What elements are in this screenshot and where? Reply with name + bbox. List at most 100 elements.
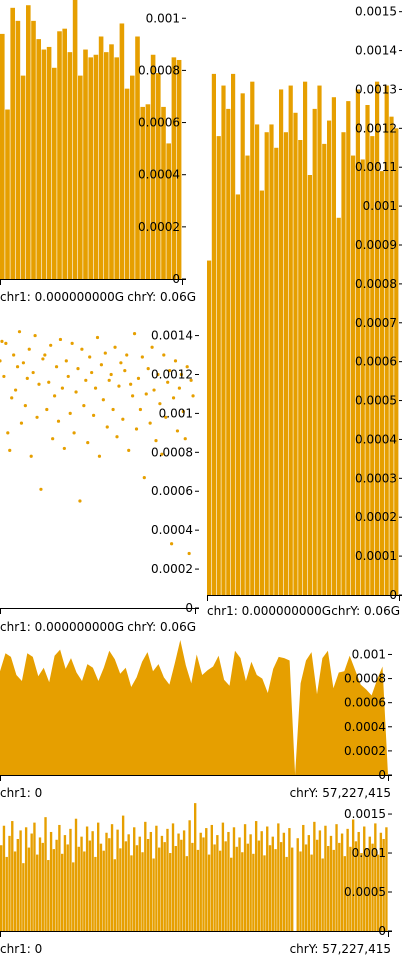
y-tick-label: 0.0004 bbox=[355, 432, 397, 446]
scatter-point bbox=[33, 333, 37, 338]
bar bbox=[279, 842, 283, 931]
scatter-point bbox=[189, 378, 193, 382]
bar bbox=[315, 839, 319, 931]
bar bbox=[291, 847, 294, 931]
bar bbox=[336, 217, 341, 595]
scatter-point bbox=[101, 398, 105, 402]
x-tick-label: chrY: 0.06G bbox=[127, 290, 196, 304]
bar bbox=[63, 835, 67, 931]
bar bbox=[191, 842, 194, 931]
y-tick-label: 0.0006 bbox=[151, 484, 193, 498]
bar bbox=[138, 836, 141, 931]
bar bbox=[38, 837, 42, 931]
bar bbox=[99, 843, 103, 931]
bar bbox=[250, 81, 255, 595]
bar bbox=[124, 88, 130, 279]
bar bbox=[163, 842, 166, 931]
bar bbox=[360, 853, 363, 931]
bar bbox=[346, 828, 349, 931]
y-tick-label: 0.0011 bbox=[355, 160, 397, 174]
x-tick-label: chr1: 0 bbox=[0, 786, 42, 800]
scatter-point bbox=[187, 551, 191, 556]
bar bbox=[264, 132, 269, 595]
bar bbox=[376, 854, 380, 931]
bar bbox=[257, 840, 261, 931]
plot-area bbox=[207, 73, 399, 596]
bar bbox=[327, 120, 332, 596]
bar bbox=[211, 73, 216, 595]
bar bbox=[299, 851, 302, 931]
bar bbox=[2, 825, 6, 931]
x-tick-label: chrY: 0.06G bbox=[331, 604, 400, 618]
scatter-point bbox=[95, 335, 100, 340]
scatter-point bbox=[37, 382, 41, 386]
bar bbox=[11, 821, 14, 931]
bar bbox=[370, 136, 375, 595]
bar bbox=[188, 820, 191, 931]
bar bbox=[141, 852, 144, 931]
bar bbox=[62, 28, 67, 279]
bar bbox=[77, 846, 80, 931]
bar bbox=[8, 835, 11, 931]
bar bbox=[238, 837, 241, 931]
scatter-point bbox=[51, 437, 55, 441]
scatter-point bbox=[136, 376, 141, 380]
bar bbox=[365, 848, 369, 931]
bar bbox=[379, 832, 383, 931]
bar bbox=[60, 853, 64, 931]
bar bbox=[46, 46, 52, 280]
bar bbox=[166, 828, 169, 931]
bar bbox=[171, 57, 177, 279]
bar bbox=[157, 847, 161, 931]
bar bbox=[243, 824, 247, 931]
bar bbox=[119, 848, 122, 931]
y-tick-label: 0.0013 bbox=[355, 82, 397, 96]
bar bbox=[317, 85, 322, 596]
scatter-point bbox=[54, 365, 59, 369]
y-tick-label: 0.0015 bbox=[355, 5, 397, 19]
bar bbox=[205, 828, 208, 931]
bar bbox=[83, 851, 86, 931]
bar bbox=[302, 824, 305, 931]
bar bbox=[252, 853, 255, 931]
plot-area bbox=[0, 0, 182, 280]
scatter-point bbox=[181, 409, 185, 414]
scatter-point bbox=[173, 359, 178, 363]
bar bbox=[130, 855, 133, 931]
bar bbox=[176, 59, 182, 280]
tall-bar-chart: 00.00010.00020.00030.00040.00050.00060.0… bbox=[207, 5, 402, 618]
bar bbox=[15, 20, 21, 280]
bar bbox=[94, 856, 97, 931]
x-tick-label: chrY: 57,227,415 bbox=[290, 942, 391, 956]
bar bbox=[254, 821, 258, 931]
scatter-point bbox=[2, 374, 6, 379]
y-tick-label: 0.0002 bbox=[344, 744, 386, 758]
bar bbox=[285, 856, 288, 931]
bar bbox=[303, 81, 308, 595]
bar bbox=[31, 20, 36, 280]
bar bbox=[41, 842, 44, 931]
bar bbox=[22, 863, 25, 931]
bar bbox=[269, 124, 274, 595]
scatter-point bbox=[60, 386, 64, 390]
scatter-point bbox=[66, 374, 70, 379]
scatter-point bbox=[31, 370, 35, 375]
bar bbox=[145, 104, 151, 279]
bar bbox=[365, 105, 370, 595]
bar bbox=[283, 132, 288, 595]
y-tick-label: 0.0004 bbox=[151, 523, 193, 537]
y-tick-label: 0.0008 bbox=[355, 277, 397, 291]
bar bbox=[16, 838, 19, 931]
bar bbox=[279, 89, 284, 595]
scatter-point bbox=[17, 330, 22, 334]
bar bbox=[13, 851, 17, 931]
scatter-point bbox=[8, 448, 12, 452]
scatter-point bbox=[14, 388, 18, 392]
bar bbox=[88, 57, 93, 279]
scatter-point bbox=[111, 407, 115, 412]
bar bbox=[150, 54, 156, 280]
scatter-point bbox=[84, 378, 88, 382]
scatter-point bbox=[88, 355, 92, 359]
scatter-point bbox=[86, 440, 90, 445]
